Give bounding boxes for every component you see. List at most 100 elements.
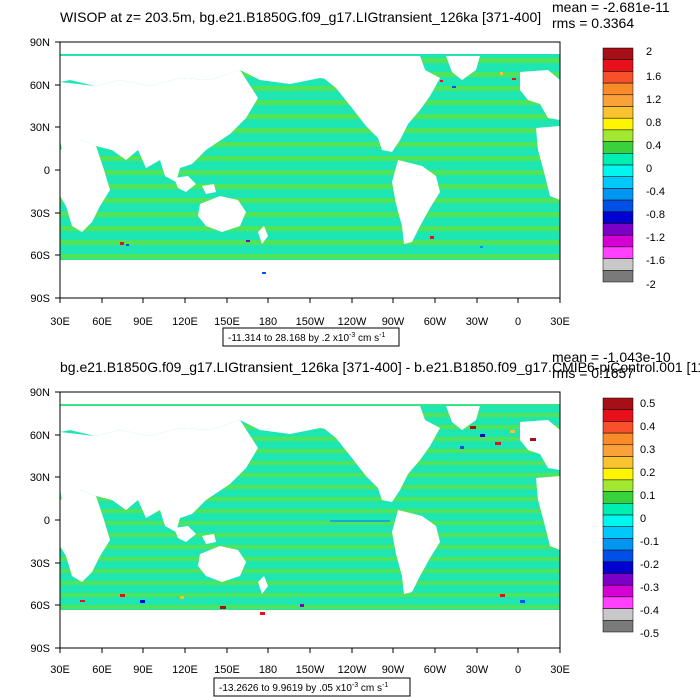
colorbar-swatch: [602, 444, 634, 457]
svg-text:30W: 30W: [466, 316, 489, 328]
svg-text:90N: 90N: [30, 37, 50, 49]
lat-tick-60S: 60S: [30, 600, 60, 612]
colorbar-1-labels: 2 1.6 1.2 0.8 0.4 0 -0.4 -0.8 -1.2 -1.6 …: [646, 46, 665, 291]
map-1-lat-ticks: 90N 60N 30N 0 30S 60S 90S: [30, 37, 60, 305]
svg-text:30N: 30N: [30, 122, 50, 134]
lon-tick-30W: 30W: [466, 298, 489, 328]
lon-tick-90E: 90E: [133, 298, 153, 328]
lon-tick-0: 0: [515, 298, 521, 328]
cb1-label-7: -0.8: [646, 209, 665, 221]
cb1-label-0: 2: [646, 46, 652, 58]
svg-text:90W: 90W: [382, 664, 405, 676]
map-2-speckles: [80, 426, 536, 615]
lat-tick-30S: 30S: [30, 558, 60, 570]
map-2-lat-ticks: 90N 60N 30N 0 30S 60S 90S: [30, 387, 60, 655]
lon-tick-120E: 120E: [172, 298, 198, 328]
colorbar-swatch: [602, 456, 634, 469]
svg-text:60N: 60N: [30, 80, 50, 92]
lon-tick-120W: 120W: [338, 648, 367, 676]
svg-text:120E: 120E: [172, 664, 198, 676]
map-2: [60, 392, 560, 648]
svg-text:60S: 60S: [30, 600, 50, 612]
lon-tick-30W: 30W: [466, 648, 489, 676]
lon-tick-60E: 60E: [92, 648, 112, 676]
lon-tick-180: 180: [259, 648, 277, 676]
svg-text:30E: 30E: [50, 316, 70, 328]
svg-text:60S: 60S: [30, 250, 50, 262]
cb2-label-7: -0.2: [640, 559, 659, 571]
cb2-label-0: 0.5: [640, 398, 655, 410]
lon-tick-150W: 150W: [296, 648, 325, 676]
svg-text:0: 0: [515, 664, 521, 676]
panel-2-title: bg.e21.B1850G.f09_g17.LIGtransient_126ka…: [60, 359, 700, 375]
cb1-label-4: 0.4: [646, 140, 661, 152]
svg-text:180: 180: [259, 316, 277, 328]
lon-tick-30E: 30E: [50, 648, 70, 676]
colorbar-1: [602, 47, 634, 283]
panel-2-range-box: -13.2626 to 9.9619 by .05 x10-3 cm s-1: [213, 677, 411, 697]
lat-tick-60N: 60N: [30, 80, 60, 92]
svg-text:30S: 30S: [30, 208, 50, 220]
svg-text:150E: 150E: [214, 316, 240, 328]
lon-tick-60E: 60E: [92, 298, 112, 328]
lon-tick-150W: 150W: [296, 298, 325, 328]
svg-text:0: 0: [44, 515, 50, 527]
svg-text:120E: 120E: [172, 316, 198, 328]
panel-2-mean: mean = -1.043e-10: [552, 349, 671, 365]
svg-text:-11.314 to 28.168 by .2 x10-3: -11.314 to 28.168 by .2 x10-3 cm s-1: [228, 332, 385, 344]
colorbar-swatch: [602, 538, 634, 551]
svg-text:60E: 60E: [92, 664, 112, 676]
panel-1-title: WISOP at z= 203.5m, bg.e21.B1850G.f09_g1…: [60, 9, 541, 25]
lon-tick-90W: 90W: [382, 298, 405, 328]
lat-tick-0: 0: [44, 515, 60, 527]
colorbar-swatch: [602, 106, 634, 119]
map-1: [60, 42, 560, 298]
colorbar-swatch: [602, 573, 634, 586]
cb2-label-6: -0.1: [640, 536, 659, 548]
svg-text:0: 0: [515, 316, 521, 328]
lat-tick-60N: 60N: [30, 430, 60, 442]
svg-text:60N: 60N: [30, 430, 50, 442]
svg-text:60W: 60W: [424, 664, 447, 676]
svg-text:30E: 30E: [50, 664, 70, 676]
svg-text:90N: 90N: [30, 387, 50, 399]
svg-text:30N: 30N: [30, 472, 50, 484]
lon-tick-120W: 120W: [338, 298, 367, 328]
lon-tick-30E-end: 30E: [550, 648, 570, 676]
lon-tick-0: 0: [515, 648, 521, 676]
colorbar-swatch: [602, 117, 634, 131]
cb1-label-10: -2: [646, 279, 656, 291]
colorbar-swatch: [602, 467, 634, 481]
colorbar-swatch: [602, 503, 634, 516]
colorbar-swatch: [602, 584, 634, 598]
lat-tick-90S: 90S: [30, 643, 60, 655]
lat-tick-90N: 90N: [30, 387, 60, 399]
colorbar-swatch: [602, 608, 634, 621]
cb2-label-3: 0.2: [640, 467, 655, 479]
colorbar-swatch: [602, 258, 634, 271]
lat-tick-0: 0: [44, 165, 60, 177]
lat-tick-30S: 30S: [30, 208, 60, 220]
colorbar-swatch: [602, 514, 634, 527]
lon-tick-30E-end: 30E: [550, 298, 570, 328]
svg-text:150W: 150W: [296, 316, 325, 328]
svg-text:60E: 60E: [92, 316, 112, 328]
colorbar-swatch: [602, 199, 634, 213]
colorbar-swatch: [602, 549, 634, 563]
svg-text:30E: 30E: [550, 664, 570, 676]
colorbar-swatch: [602, 270, 634, 283]
colorbar-swatch: [602, 223, 634, 236]
colorbar-swatch: [602, 164, 634, 177]
lon-tick-30E: 30E: [50, 298, 70, 328]
cb1-label-2: 1.2: [646, 94, 661, 106]
svg-text:90E: 90E: [133, 316, 153, 328]
cb2-label-5: 0: [640, 513, 646, 525]
cb1-label-9: -1.6: [646, 255, 665, 267]
colorbar-swatch: [602, 129, 634, 142]
colorbar-swatch: [602, 234, 634, 248]
lon-tick-150E: 150E: [214, 298, 240, 328]
colorbar-swatch: [602, 188, 634, 201]
lat-tick-30N: 30N: [30, 122, 60, 134]
lat-tick-90S: 90S: [30, 293, 60, 305]
lon-tick-60W: 60W: [424, 298, 447, 328]
